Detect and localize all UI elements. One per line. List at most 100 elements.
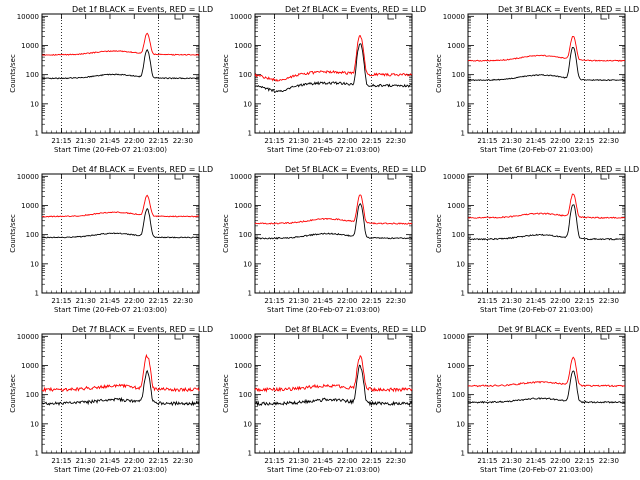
y-axis-label: Counts/sec xyxy=(435,374,443,413)
x-axis-label: Start Time (20-Feb-07 21:03:00) xyxy=(267,466,380,474)
series-events xyxy=(254,364,413,407)
panel-det-1f: Det 1f BLACK = Events, RED = LLD 1 10 100 10… xyxy=(9,5,213,154)
panel-title: Det 8f BLACK = Events, RED = LLD xyxy=(285,325,426,334)
panel-det-8f: Det 8f BLACK = Events, RED = LLD 1 10 100 10… xyxy=(222,325,426,474)
y-tick-label: 10 xyxy=(456,260,465,268)
y-tick-label: 1000 xyxy=(234,202,252,210)
panel-det-9f: Det 9f BLACK = Events, RED = LLD 1 10 100 10… xyxy=(435,325,639,474)
x-tick-label: 21:30 xyxy=(76,457,96,465)
panel-title: Det 1f BLACK = Events, RED = LLD xyxy=(72,5,213,14)
corner-marker xyxy=(174,14,181,20)
x-axis-label: Start Time (20-Feb-07 21:03:00) xyxy=(480,306,593,314)
corner-marker xyxy=(387,174,394,180)
y-tick-label: 1000 xyxy=(21,202,39,210)
x-tick-label: 22:30 xyxy=(386,457,406,465)
x-tick-label: 21:45 xyxy=(100,137,120,145)
corner-marker xyxy=(600,174,607,180)
y-tick-label: 1 xyxy=(248,290,252,298)
y-tick-label: 100 xyxy=(239,391,252,399)
y-tick-label: 100 xyxy=(452,231,465,239)
y-tick-label: 1000 xyxy=(447,202,465,210)
x-tick-label: 22:15 xyxy=(361,457,381,465)
y-tick-label: 1000 xyxy=(447,42,465,50)
plot-frame xyxy=(467,13,626,134)
x-tick-label: 22:30 xyxy=(386,297,406,305)
x-tick-label: 22:00 xyxy=(337,137,357,145)
y-axis-label: Counts/sec xyxy=(9,374,17,413)
x-tick-label: 21:30 xyxy=(502,137,522,145)
series-lld xyxy=(467,193,626,219)
x-tick-label: 21:15 xyxy=(264,457,284,465)
y-tick-label: 100 xyxy=(239,231,252,239)
panel-title: Det 2f BLACK = Events, RED = LLD xyxy=(285,5,426,14)
panel-det-5f: Det 5f BLACK = Events, RED = LLD 1 10 100 10… xyxy=(222,165,426,314)
series-events xyxy=(254,43,413,93)
x-tick-label: 22:00 xyxy=(337,457,357,465)
x-tick-label: 21:15 xyxy=(51,297,71,305)
x-tick-label: 21:45 xyxy=(526,297,546,305)
x-tick-label: 22:15 xyxy=(574,137,594,145)
x-tick-label: 21:45 xyxy=(100,457,120,465)
y-tick-label: 1 xyxy=(248,450,252,458)
plot-frame xyxy=(41,333,200,454)
y-tick-label: 10 xyxy=(30,260,39,268)
x-tick-label: 22:30 xyxy=(173,137,193,145)
panel-det-4f: Det 4f BLACK = Events, RED = LLD 1 10 100 10… xyxy=(9,165,213,314)
y-tick-label: 1 xyxy=(35,450,39,458)
y-tick-label: 1 xyxy=(461,450,465,458)
x-axis-label: Start Time (20-Feb-07 21:03:00) xyxy=(267,146,380,154)
y-tick-label: 10 xyxy=(30,420,39,428)
series-lld xyxy=(254,354,413,393)
plot-frame xyxy=(41,173,200,294)
x-tick-label: 22:00 xyxy=(124,457,144,465)
x-tick-label: 22:00 xyxy=(550,137,570,145)
y-tick-label: 10000 xyxy=(443,13,465,21)
series-lld xyxy=(41,32,200,56)
x-tick-label: 22:00 xyxy=(337,297,357,305)
plot-frame xyxy=(41,13,200,134)
y-tick-label: 1 xyxy=(35,290,39,298)
corner-marker xyxy=(174,334,181,340)
x-tick-label: 21:30 xyxy=(289,137,309,145)
series-lld xyxy=(254,35,413,82)
x-axis-label: Start Time (20-Feb-07 21:03:00) xyxy=(54,146,167,154)
y-tick-label: 100 xyxy=(26,391,39,399)
y-tick-label: 10000 xyxy=(230,333,252,341)
x-tick-label: 21:15 xyxy=(264,137,284,145)
x-tick-label: 21:30 xyxy=(502,457,522,465)
y-tick-label: 10 xyxy=(243,100,252,108)
x-tick-label: 22:15 xyxy=(148,137,168,145)
panel-title: Det 6f BLACK = Events, RED = LLD xyxy=(498,165,639,174)
plot-frame xyxy=(254,13,413,134)
series-events xyxy=(467,370,626,404)
x-tick-label: 22:15 xyxy=(361,137,381,145)
panel-title: Det 5f BLACK = Events, RED = LLD xyxy=(285,165,426,174)
y-tick-label: 1000 xyxy=(21,362,39,370)
x-tick-label: 22:30 xyxy=(386,137,406,145)
series-lld xyxy=(467,35,626,62)
x-tick-label: 21:45 xyxy=(313,137,333,145)
panel-title: Det 9f BLACK = Events, RED = LLD xyxy=(498,325,639,334)
x-tick-label: 21:45 xyxy=(100,297,120,305)
y-tick-label: 1 xyxy=(248,130,252,138)
y-tick-label: 10000 xyxy=(443,173,465,181)
x-tick-label: 21:30 xyxy=(76,297,96,305)
series-events xyxy=(467,204,626,241)
series-lld xyxy=(41,194,200,218)
y-axis-label: Counts/sec xyxy=(9,54,17,93)
panel-title: Det 7f BLACK = Events, RED = LLD xyxy=(72,325,213,334)
y-tick-label: 1 xyxy=(35,130,39,138)
corner-marker xyxy=(387,334,394,340)
y-tick-label: 10000 xyxy=(17,13,39,21)
y-tick-label: 10000 xyxy=(230,13,252,21)
x-tick-label: 21:15 xyxy=(51,137,71,145)
panel-det-3f: Det 3f BLACK = Events, RED = LLD 1 10 100 10… xyxy=(435,5,639,154)
panel-det-6f: Det 6f BLACK = Events, RED = LLD 1 10 100 10… xyxy=(435,165,639,314)
y-tick-label: 10 xyxy=(243,420,252,428)
y-tick-label: 10000 xyxy=(230,173,252,181)
x-tick-label: 21:30 xyxy=(289,457,309,465)
x-tick-label: 22:15 xyxy=(361,297,381,305)
x-tick-label: 22:00 xyxy=(550,297,570,305)
panel-title: Det 4f BLACK = Events, RED = LLD xyxy=(72,165,213,174)
x-tick-label: 21:15 xyxy=(51,457,71,465)
